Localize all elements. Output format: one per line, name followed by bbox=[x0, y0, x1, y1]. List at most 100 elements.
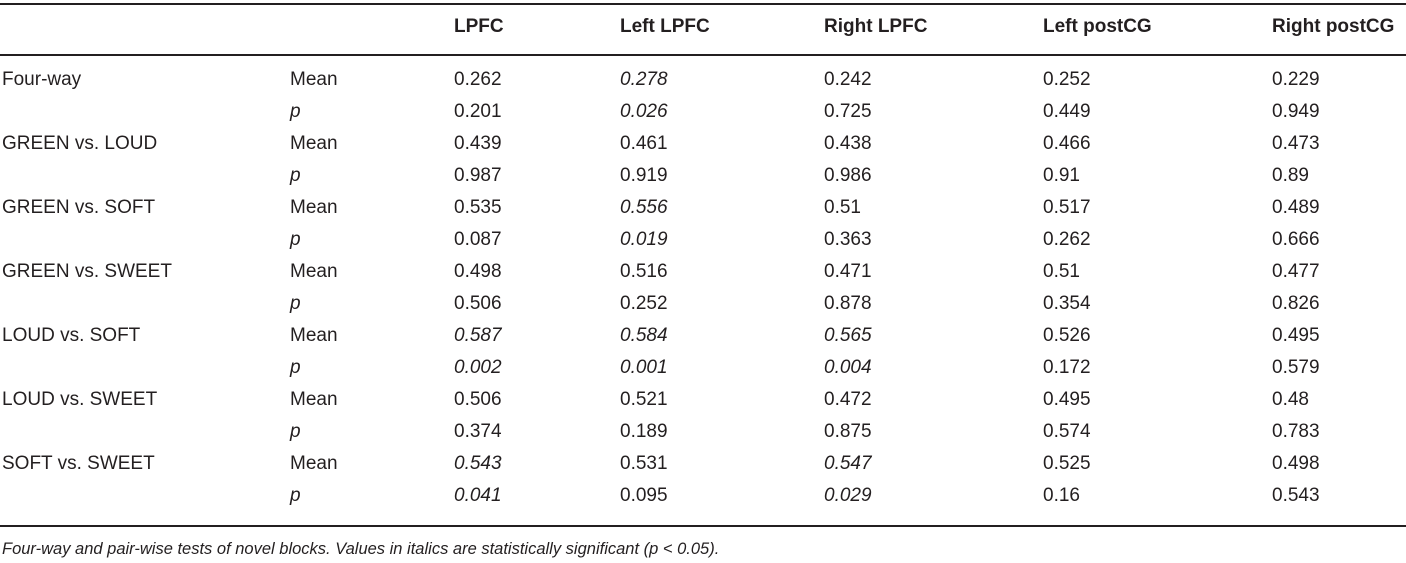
test-name-cell: LOUD vs. SOFT bbox=[0, 320, 290, 352]
table-row: p 0.041 0.095 0.029 0.16 0.543 bbox=[0, 480, 1406, 512]
test-name: LOUD vs. SWEET bbox=[2, 389, 158, 410]
value-cell-right-lpfc: 0.471 bbox=[824, 261, 872, 282]
stat-label-cell: p bbox=[290, 421, 301, 442]
value-cell-left-lpfc: 0.531 bbox=[620, 453, 668, 474]
value-cell-right-postcg: 0.498 bbox=[1272, 453, 1320, 474]
test-name: GREEN vs. LOUD bbox=[2, 133, 158, 154]
test-name-cell: GREEN vs. SWEET bbox=[0, 256, 290, 288]
stat-label-cell: Mean bbox=[290, 325, 338, 346]
value-cell-right-lpfc: 0.004 bbox=[824, 357, 872, 378]
table-caption: Four-way and pair-wise tests of novel bl… bbox=[2, 540, 720, 558]
bottom-rule bbox=[0, 525, 1406, 527]
value-cell-left-lpfc: 0.461 bbox=[620, 133, 668, 154]
stat-label-cell: p bbox=[290, 293, 301, 314]
test-name-cell bbox=[0, 480, 290, 512]
value-cell-left-postcg: 0.574 bbox=[1043, 421, 1091, 442]
value-cell-left-postcg: 0.51 bbox=[1043, 261, 1080, 282]
value-cell-left-postcg: 0.354 bbox=[1043, 293, 1091, 314]
value-cell-lpfc: 0.543 bbox=[454, 453, 502, 474]
value-cell-lpfc: 0.201 bbox=[454, 101, 502, 122]
stat-label-cell: Mean bbox=[290, 389, 338, 410]
value-cell-lpfc: 0.506 bbox=[454, 389, 502, 410]
value-cell-left-lpfc: 0.189 bbox=[620, 421, 668, 442]
value-cell-right-lpfc: 0.547 bbox=[824, 453, 872, 474]
value-cell-right-lpfc: 0.029 bbox=[824, 485, 872, 506]
value-cell-lpfc: 0.087 bbox=[454, 229, 502, 250]
table-row: p 0.002 0.001 0.004 0.172 0.579 bbox=[0, 352, 1406, 384]
stat-label-cell: Mean bbox=[290, 197, 338, 218]
test-name-cell: Four-way bbox=[0, 54, 290, 96]
value-cell-lpfc: 0.987 bbox=[454, 165, 502, 186]
table-row: SOFT vs. SWEET Mean 0.543 0.531 0.547 0.525 0.… bbox=[0, 448, 1406, 480]
value-cell-left-postcg: 0.495 bbox=[1043, 389, 1091, 410]
value-cell-left-postcg: 0.252 bbox=[1043, 69, 1091, 90]
value-cell-right-postcg: 0.89 bbox=[1272, 165, 1309, 186]
table-row: GREEN vs. SWEET Mean 0.498 0.516 0.471 0.51 0.… bbox=[0, 256, 1406, 288]
value-cell-lpfc: 0.506 bbox=[454, 293, 502, 314]
test-name: Four-way bbox=[2, 69, 82, 90]
value-cell-right-lpfc: 0.242 bbox=[824, 69, 872, 90]
stat-label-cell: p bbox=[290, 357, 301, 378]
value-cell-right-postcg: 0.543 bbox=[1272, 485, 1320, 506]
stat-label-cell: p bbox=[290, 485, 301, 506]
value-cell-left-postcg: 0.91 bbox=[1043, 165, 1080, 186]
value-cell-right-postcg: 0.229 bbox=[1272, 69, 1320, 90]
value-cell-lpfc: 0.041 bbox=[454, 485, 502, 506]
value-cell-right-lpfc: 0.472 bbox=[824, 389, 872, 410]
header-cell-left-postcg: Left postCG bbox=[1043, 16, 1152, 37]
value-cell-left-postcg: 0.525 bbox=[1043, 453, 1091, 474]
table-body: Four-way Mean 0.262 0.278 0.242 0.252 0.229 p 0.… bbox=[0, 54, 1406, 512]
header-rule bbox=[0, 54, 1406, 56]
header-cell-test bbox=[0, 0, 290, 54]
value-cell-left-lpfc: 0.026 bbox=[620, 101, 668, 122]
table-row: p 0.201 0.026 0.725 0.449 0.949 bbox=[0, 96, 1406, 128]
value-cell-lpfc: 0.587 bbox=[454, 325, 502, 346]
table-row: GREEN vs. SOFT Mean 0.535 0.556 0.51 0.517 0.4… bbox=[0, 192, 1406, 224]
value-cell-lpfc: 0.535 bbox=[454, 197, 502, 218]
test-name-cell bbox=[0, 160, 290, 192]
stat-label-cell: p bbox=[290, 101, 301, 122]
table-row: p 0.987 0.919 0.986 0.91 0.89 bbox=[0, 160, 1406, 192]
value-cell-right-postcg: 0.949 bbox=[1272, 101, 1320, 122]
test-name-cell bbox=[0, 288, 290, 320]
value-cell-left-lpfc: 0.252 bbox=[620, 293, 668, 314]
test-name-cell bbox=[0, 96, 290, 128]
value-cell-right-postcg: 0.783 bbox=[1272, 421, 1320, 442]
stat-label-cell: Mean bbox=[290, 69, 338, 90]
value-cell-right-lpfc: 0.363 bbox=[824, 229, 872, 250]
table-row: p 0.374 0.189 0.875 0.574 0.783 bbox=[0, 416, 1406, 448]
value-cell-left-lpfc: 0.516 bbox=[620, 261, 668, 282]
stat-label-cell: Mean bbox=[290, 453, 338, 474]
test-name-cell: GREEN vs. LOUD bbox=[0, 128, 290, 160]
table-row: GREEN vs. LOUD Mean 0.439 0.461 0.438 0.466 0.… bbox=[0, 128, 1406, 160]
value-cell-lpfc: 0.439 bbox=[454, 133, 502, 154]
value-cell-left-postcg: 0.262 bbox=[1043, 229, 1091, 250]
test-name-cell: SOFT vs. SWEET bbox=[0, 448, 290, 480]
value-cell-right-lpfc: 0.725 bbox=[824, 101, 872, 122]
test-name: GREEN vs. SOFT bbox=[2, 197, 156, 218]
value-cell-left-lpfc: 0.521 bbox=[620, 389, 668, 410]
value-cell-left-lpfc: 0.278 bbox=[620, 69, 668, 90]
value-cell-right-postcg: 0.826 bbox=[1272, 293, 1320, 314]
value-cell-right-postcg: 0.489 bbox=[1272, 197, 1320, 218]
table-row: LOUD vs. SWEET Mean 0.506 0.521 0.472 0.495 0.… bbox=[0, 384, 1406, 416]
value-cell-right-lpfc: 0.51 bbox=[824, 197, 861, 218]
header-row: LPFC Left LPFC Right LPFC Left postCG Ri… bbox=[0, 0, 1406, 54]
value-cell-left-lpfc: 0.919 bbox=[620, 165, 668, 186]
value-cell-right-lpfc: 0.878 bbox=[824, 293, 872, 314]
value-cell-right-postcg: 0.477 bbox=[1272, 261, 1320, 282]
value-cell-left-postcg: 0.517 bbox=[1043, 197, 1091, 218]
stat-label-cell: Mean bbox=[290, 261, 338, 282]
value-cell-right-postcg: 0.495 bbox=[1272, 325, 1320, 346]
value-cell-left-postcg: 0.172 bbox=[1043, 357, 1091, 378]
table-header: LPFC Left LPFC Right LPFC Left postCG Ri… bbox=[0, 0, 1406, 54]
value-cell-lpfc: 0.002 bbox=[454, 357, 502, 378]
value-cell-right-lpfc: 0.438 bbox=[824, 133, 872, 154]
test-name-cell bbox=[0, 416, 290, 448]
header-cell-left-lpfc: Left LPFC bbox=[620, 16, 710, 37]
top-rule bbox=[0, 3, 1406, 5]
table-row: p 0.087 0.019 0.363 0.262 0.666 bbox=[0, 224, 1406, 256]
value-cell-right-postcg: 0.579 bbox=[1272, 357, 1320, 378]
stat-label-cell: p bbox=[290, 165, 301, 186]
stat-label-cell: p bbox=[290, 229, 301, 250]
